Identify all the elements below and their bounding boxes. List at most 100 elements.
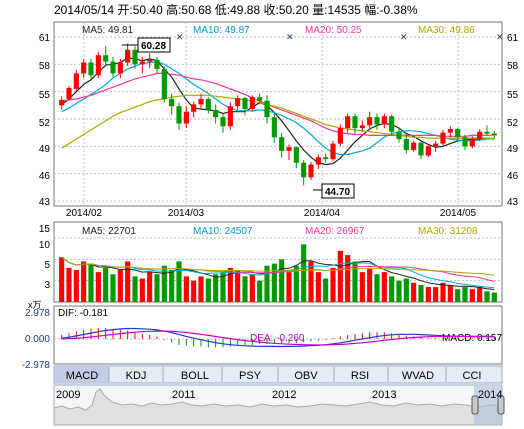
volume-bar xyxy=(491,292,497,302)
volume-bar xyxy=(125,261,131,302)
vol-ma20-label: MA20: 26967 xyxy=(305,226,365,237)
candle-body xyxy=(381,116,387,125)
ma20-label: MA20: 50.25 xyxy=(305,25,362,36)
volume-bar xyxy=(176,261,182,302)
candle-body xyxy=(249,97,255,109)
volume-bar xyxy=(103,267,109,302)
timeline-handle-right[interactable] xyxy=(497,395,505,415)
candle-body xyxy=(345,116,351,129)
candle-body xyxy=(469,139,475,147)
dea-label: DEA: -0.260 xyxy=(250,333,305,344)
volume-bars xyxy=(59,244,497,302)
candle-body xyxy=(154,59,160,69)
candle-body xyxy=(352,116,358,129)
candle-body xyxy=(227,106,233,127)
tab-kdj[interactable]: KDJ xyxy=(126,370,147,382)
volume-bar xyxy=(301,244,307,302)
timeline-year: 2013 xyxy=(372,389,396,401)
volume-bar xyxy=(396,280,402,302)
main-grid xyxy=(54,22,502,206)
candle-body xyxy=(110,61,116,74)
candle-body xyxy=(293,147,299,163)
candle-body xyxy=(176,106,182,124)
candle-body xyxy=(440,132,446,144)
right-tick: 55 xyxy=(507,90,519,101)
candle-body xyxy=(147,59,153,62)
candle-body xyxy=(103,55,109,62)
right-tick: 46 xyxy=(507,171,519,182)
volume-bar xyxy=(88,263,94,302)
left-tick: 61 xyxy=(39,33,51,44)
candle-body xyxy=(66,88,72,99)
left-tick: 55 xyxy=(39,90,51,101)
dif-line xyxy=(61,327,495,348)
tab-psy[interactable]: PSY xyxy=(239,370,262,382)
volume-bar xyxy=(352,261,358,302)
tab-boll[interactable]: BOLL xyxy=(181,370,209,382)
candle-body xyxy=(301,162,307,178)
date-label: 2014/02 xyxy=(66,208,103,219)
timeline-year: 2014 xyxy=(478,389,502,401)
timeline-year: 2011 xyxy=(172,389,196,401)
volume-bar xyxy=(117,270,123,302)
candle-body xyxy=(132,49,138,65)
left-tick: 49 xyxy=(39,144,51,155)
tab-rsi[interactable]: RSI xyxy=(351,370,369,382)
low-callout-box xyxy=(321,183,355,199)
volume-bar xyxy=(271,263,277,302)
volume-bar xyxy=(447,284,453,302)
candle-body xyxy=(81,62,87,74)
volume-ma-lines xyxy=(61,256,495,290)
volume-bar xyxy=(440,282,446,302)
high-callout: 60.28 xyxy=(122,37,171,53)
date-label: 2014/03 xyxy=(168,208,205,219)
macd-axis: 2.978 0.000 -2.978 xyxy=(22,308,51,371)
low-callout-label: 44.70 xyxy=(325,187,350,198)
close-icon[interactable]: ✕ xyxy=(400,32,408,42)
date-axis: 2014/02 2014/03 2014/04 2014/05 xyxy=(66,208,477,219)
tab-macd[interactable]: MACD xyxy=(66,370,98,382)
candle-body xyxy=(396,131,402,140)
right-tick: 52 xyxy=(507,118,519,129)
dea-line xyxy=(61,330,495,346)
ma5-label: MA5: 49.81 xyxy=(82,25,134,36)
timeline-sparkline xyxy=(53,388,503,426)
candle-body xyxy=(447,129,453,133)
volume-bar xyxy=(264,265,270,302)
volume-bar xyxy=(249,274,255,302)
timeline-handle-left[interactable] xyxy=(471,395,479,415)
volume-unit: x万 xyxy=(28,300,42,310)
close-icon[interactable]: ✕ xyxy=(496,32,504,42)
macd-tick: 2.978 xyxy=(25,308,50,319)
candle-body xyxy=(337,128,343,144)
candle-body xyxy=(183,111,189,124)
volume-bar xyxy=(279,259,285,302)
close-icon[interactable]: ✕ xyxy=(286,32,294,42)
right-tick: 49 xyxy=(507,144,519,155)
volume-bar xyxy=(367,267,373,302)
candle-body xyxy=(125,49,131,63)
volume-bar xyxy=(345,255,351,302)
tab-obv[interactable]: OBV xyxy=(294,370,318,382)
volume-tick: 15 xyxy=(39,224,51,235)
volume-bar xyxy=(323,278,329,302)
candle-body xyxy=(418,142,424,156)
volume-bar xyxy=(359,272,365,302)
close-icon[interactable]: ✕ xyxy=(176,32,184,42)
volume-bar xyxy=(286,272,292,302)
candle-body xyxy=(279,137,285,151)
candle-body xyxy=(73,73,79,89)
tab-wvad[interactable]: WVAD xyxy=(402,370,434,382)
volume-bar xyxy=(95,272,101,302)
tab-cci[interactable]: CCI xyxy=(463,370,482,382)
timeline-selection[interactable] xyxy=(474,386,502,424)
volume-bar xyxy=(374,274,380,302)
vol-ma10-label: MA10: 24507 xyxy=(193,226,253,237)
volume-bar xyxy=(418,284,424,302)
volume-bar xyxy=(469,289,475,302)
low-callout: 44.70 xyxy=(313,183,355,199)
candle-body xyxy=(59,99,65,106)
volume-bar xyxy=(213,274,219,302)
candle-body xyxy=(139,61,145,65)
